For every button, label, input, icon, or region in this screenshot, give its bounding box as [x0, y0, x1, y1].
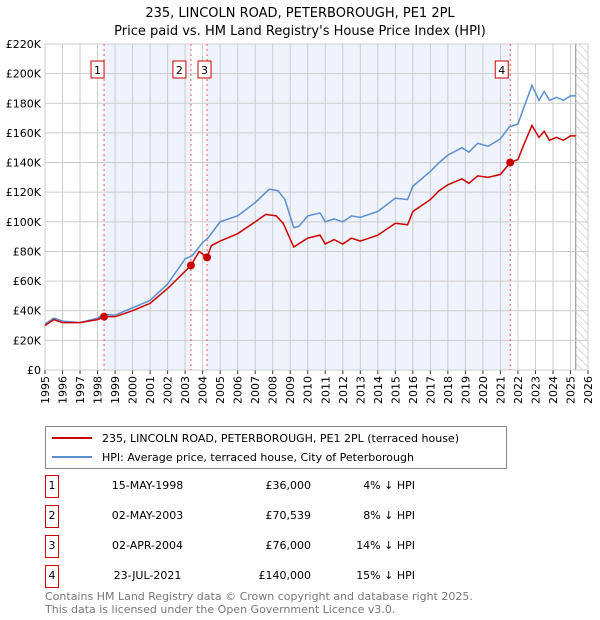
sale-point — [186, 261, 195, 270]
x-tick-label: 2018 — [442, 376, 455, 404]
sale-price: £36,000 — [265, 479, 312, 492]
x-tick-label: 2005 — [214, 376, 227, 404]
forecast-hatch — [575, 44, 588, 370]
x-tick-label: 2026 — [582, 376, 595, 404]
x-tick-label: 2002 — [162, 376, 175, 404]
sale-label: 3 — [201, 64, 208, 77]
footer-licence: This data is licensed under the Open Gov… — [45, 603, 396, 616]
sale-label: 2 — [176, 64, 183, 77]
x-tick-label: 2008 — [267, 376, 280, 404]
x-tick-label: 1998 — [92, 376, 105, 404]
chart-title: 235, LINCOLN ROAD, PETERBOROUGH, PE1 2PL — [145, 6, 455, 21]
sale-label: 1 — [94, 64, 101, 77]
marker-badge: 3 — [45, 535, 59, 558]
chart-subtitle: Price paid vs. HM Land Registry's House … — [114, 24, 486, 39]
x-tick-label: 2020 — [477, 376, 490, 404]
sale-date: 23-JUL-2021 — [113, 569, 182, 582]
x-tick-label: 2023 — [529, 376, 542, 404]
y-tick-label: £80K — [13, 245, 42, 258]
y-tick-label: £180K — [6, 97, 42, 110]
marker-badge: 4 — [45, 565, 59, 588]
marker-badge: 2 — [45, 505, 59, 528]
x-tick-label: 2010 — [302, 376, 315, 404]
sale-point — [100, 312, 109, 321]
sale-price: £140,000 — [258, 569, 312, 582]
legend-swatch-red — [52, 437, 92, 439]
y-tick-label: £200K — [6, 68, 42, 81]
footer-copyright: Contains HM Land Registry data © Crown c… — [45, 590, 473, 603]
marker-badge: 1 — [45, 475, 59, 498]
table-row: 4 23-JUL-2021 £140,000 15% ↓ HPI — [45, 565, 415, 588]
x-tick-label: 2013 — [354, 376, 367, 404]
x-tick-label: 2024 — [547, 376, 560, 404]
sale-price: £76,000 — [265, 539, 312, 552]
x-tick-label: 2004 — [197, 376, 210, 404]
sale-date: 15-MAY-1998 — [111, 479, 184, 492]
table-row: 2 02-MAY-2003 £70,539 8% ↓ HPI — [45, 505, 415, 528]
hpi-diff: 15% ↓ HPI — [356, 569, 415, 582]
x-tick-label: 1999 — [109, 376, 122, 404]
x-tick-label: 1995 — [39, 376, 52, 404]
x-tick-label: 2016 — [407, 376, 420, 404]
sale-price: £70,539 — [265, 509, 312, 522]
x-tick-label: 2007 — [249, 376, 262, 404]
x-tick-label: 1996 — [57, 376, 70, 404]
sale-label-box — [494, 60, 509, 79]
legend-item-hpi: HPI: Average price, terraced house, City… — [52, 448, 414, 466]
x-tick-label: 2025 — [564, 376, 577, 404]
y-tick-label: £20K — [13, 334, 42, 347]
shaded-period — [207, 44, 511, 370]
x-tick-label: 2022 — [512, 376, 525, 404]
legend-label: HPI: Average price, terraced house, City… — [102, 450, 414, 464]
x-tick-label: 2015 — [389, 376, 402, 404]
y-tick-label: £0 — [27, 364, 41, 377]
x-tick-label: 2019 — [459, 376, 472, 404]
x-tick-label: 2009 — [284, 376, 297, 404]
price-chart: 1995 1996 1997 1998 1999 2000 2001 2002 2003 2004… — [6, 38, 595, 404]
x-tick-label: 2006 — [232, 376, 245, 404]
table-row: 3 02-APR-2004 £76,000 14% ↓ HPI — [45, 535, 415, 558]
legend: 235, LINCOLN ROAD, PETERBOROUGH, PE1 2PL… — [45, 426, 507, 469]
x-tick-label: 2021 — [494, 376, 507, 404]
x-tick-label: 2000 — [127, 376, 140, 404]
y-tick-label: £140K — [6, 157, 42, 170]
x-tick-label: 1997 — [74, 376, 87, 404]
sale-label-box — [172, 60, 187, 79]
legend-swatch-blue — [52, 456, 92, 458]
series-line — [44, 123, 576, 327]
y-tick-label: £60K — [13, 275, 42, 288]
x-tick-label: 2017 — [424, 376, 437, 404]
y-tick-label: £220K — [6, 38, 42, 51]
sale-label-box — [90, 60, 105, 79]
x-tick-label: 2003 — [179, 376, 192, 404]
legend-item-property: 235, LINCOLN ROAD, PETERBOROUGH, PE1 2PL… — [52, 429, 459, 447]
y-tick-label: £160K — [6, 127, 42, 140]
sale-date: 02-MAY-2003 — [111, 509, 184, 522]
y-tick-label: £120K — [6, 186, 42, 199]
shaded-period — [104, 44, 191, 370]
x-tick-label: 2011 — [319, 376, 332, 404]
sale-date: 02-APR-2004 — [111, 539, 184, 552]
y-tick-label: £40K — [13, 305, 42, 318]
sale-label-box — [197, 60, 212, 79]
y-tick-label: £100K — [6, 216, 42, 229]
hpi-diff: 14% ↓ HPI — [356, 539, 415, 552]
x-tick-label: 2014 — [372, 376, 385, 404]
sale-point — [506, 158, 515, 167]
x-tick-label: 2001 — [144, 376, 157, 404]
hpi-diff: 4% ↓ HPI — [363, 479, 415, 492]
series-line — [44, 83, 576, 325]
sale-point — [203, 253, 212, 262]
table-row: 1 15-MAY-1998 £36,000 4% ↓ HPI — [45, 475, 415, 498]
sale-label: 4 — [498, 64, 505, 77]
x-tick-label: 2012 — [337, 376, 350, 404]
hpi-diff: 8% ↓ HPI — [363, 509, 415, 522]
legend-label: 235, LINCOLN ROAD, PETERBOROUGH, PE1 2PL… — [102, 431, 459, 445]
